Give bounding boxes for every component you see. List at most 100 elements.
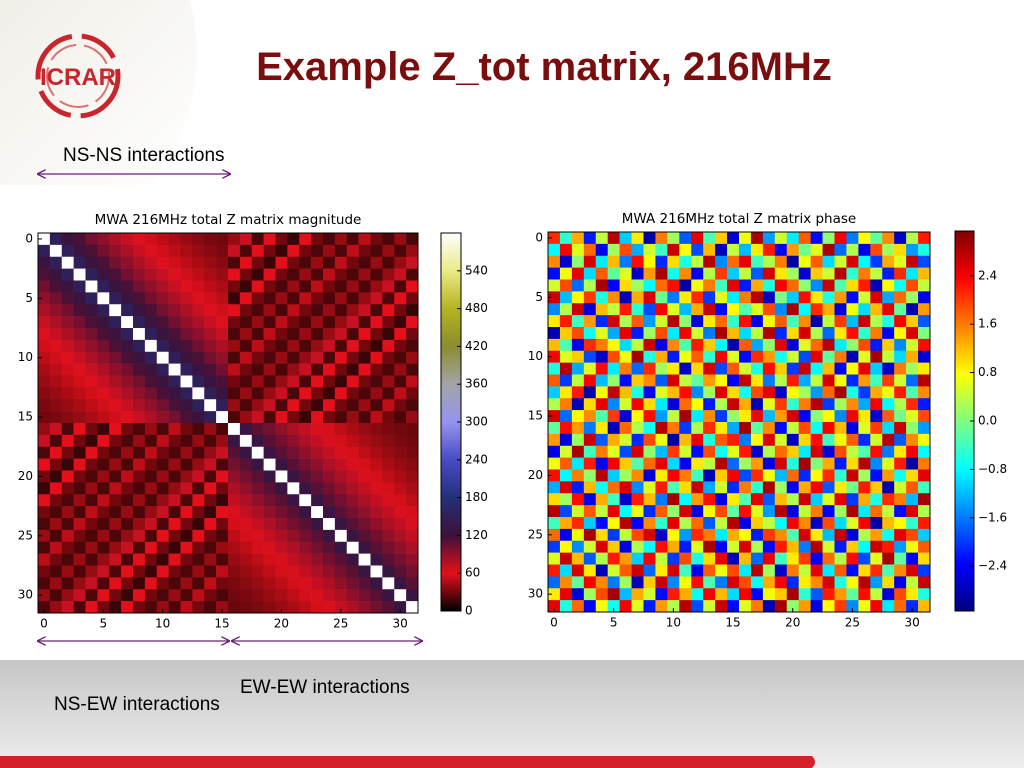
cell	[906, 255, 919, 268]
cell	[739, 445, 752, 458]
cell	[287, 399, 300, 412]
cell	[323, 553, 336, 566]
cell	[263, 553, 276, 566]
cell	[667, 528, 680, 542]
cell	[370, 316, 383, 329]
cell	[61, 494, 74, 507]
cell	[109, 482, 122, 495]
cell	[548, 279, 561, 292]
cell	[406, 292, 419, 305]
cell	[251, 423, 264, 436]
cell	[583, 564, 597, 577]
cell	[73, 411, 86, 424]
cell	[691, 338, 704, 352]
cell	[846, 398, 859, 411]
cell	[834, 540, 847, 553]
cell	[204, 233, 217, 246]
cell	[739, 410, 752, 423]
cell	[168, 411, 181, 424]
cell	[786, 243, 799, 257]
cell	[810, 540, 823, 553]
cell	[73, 304, 86, 317]
cell	[97, 589, 110, 602]
cell	[168, 280, 181, 293]
cell	[370, 482, 383, 495]
cell	[906, 540, 919, 553]
cell	[810, 445, 823, 458]
cell	[275, 529, 288, 543]
cell	[774, 327, 788, 340]
cell	[168, 446, 181, 459]
cell	[216, 292, 229, 305]
cell	[858, 327, 871, 340]
cell	[798, 350, 811, 363]
cell	[631, 386, 644, 399]
cell	[583, 327, 597, 340]
cell	[870, 303, 883, 316]
cell	[548, 505, 561, 518]
cell	[894, 243, 907, 257]
cell	[643, 362, 656, 375]
cell	[798, 433, 811, 447]
cell	[798, 588, 811, 601]
cell	[703, 422, 716, 435]
cell	[810, 338, 823, 352]
cell	[762, 386, 776, 399]
cell	[571, 291, 585, 304]
cell	[299, 434, 312, 448]
cell	[156, 518, 169, 531]
cell	[358, 458, 371, 471]
cell	[679, 267, 692, 280]
cell	[798, 243, 811, 257]
cell	[168, 316, 181, 329]
cell	[727, 422, 740, 435]
cell	[703, 398, 716, 411]
cell	[774, 267, 788, 280]
cell	[559, 398, 573, 411]
cell	[263, 363, 276, 376]
cell	[156, 363, 169, 376]
cell	[97, 518, 110, 531]
cell	[774, 398, 788, 411]
cell	[870, 481, 883, 494]
cell	[204, 268, 217, 281]
cell	[168, 375, 181, 388]
cell	[216, 458, 229, 471]
cell	[750, 303, 764, 316]
cell	[858, 517, 871, 530]
cell	[192, 351, 205, 364]
cell	[239, 494, 253, 507]
cell	[894, 350, 907, 363]
cell	[156, 529, 169, 543]
cell	[49, 256, 63, 269]
cell	[595, 374, 608, 387]
cell	[61, 280, 74, 293]
cell	[834, 576, 847, 589]
cell	[121, 244, 134, 258]
cell	[607, 588, 620, 601]
cell	[299, 399, 312, 412]
cell	[239, 363, 253, 376]
cell	[858, 505, 871, 518]
cell	[263, 292, 276, 305]
cell	[61, 601, 74, 614]
cell	[73, 565, 86, 578]
cell	[571, 267, 585, 280]
cell	[133, 292, 146, 305]
cell	[727, 457, 740, 470]
cell	[38, 399, 51, 412]
cell	[144, 470, 158, 483]
cell	[382, 482, 395, 495]
cell	[275, 494, 288, 507]
cell	[263, 423, 276, 436]
cell	[144, 541, 158, 554]
cell	[121, 375, 134, 388]
cell	[607, 517, 620, 530]
cell	[133, 458, 146, 471]
cell	[49, 292, 63, 305]
cell	[762, 362, 776, 375]
cell	[583, 255, 597, 268]
cell	[882, 350, 895, 363]
cell	[109, 339, 122, 353]
cell	[906, 386, 919, 399]
